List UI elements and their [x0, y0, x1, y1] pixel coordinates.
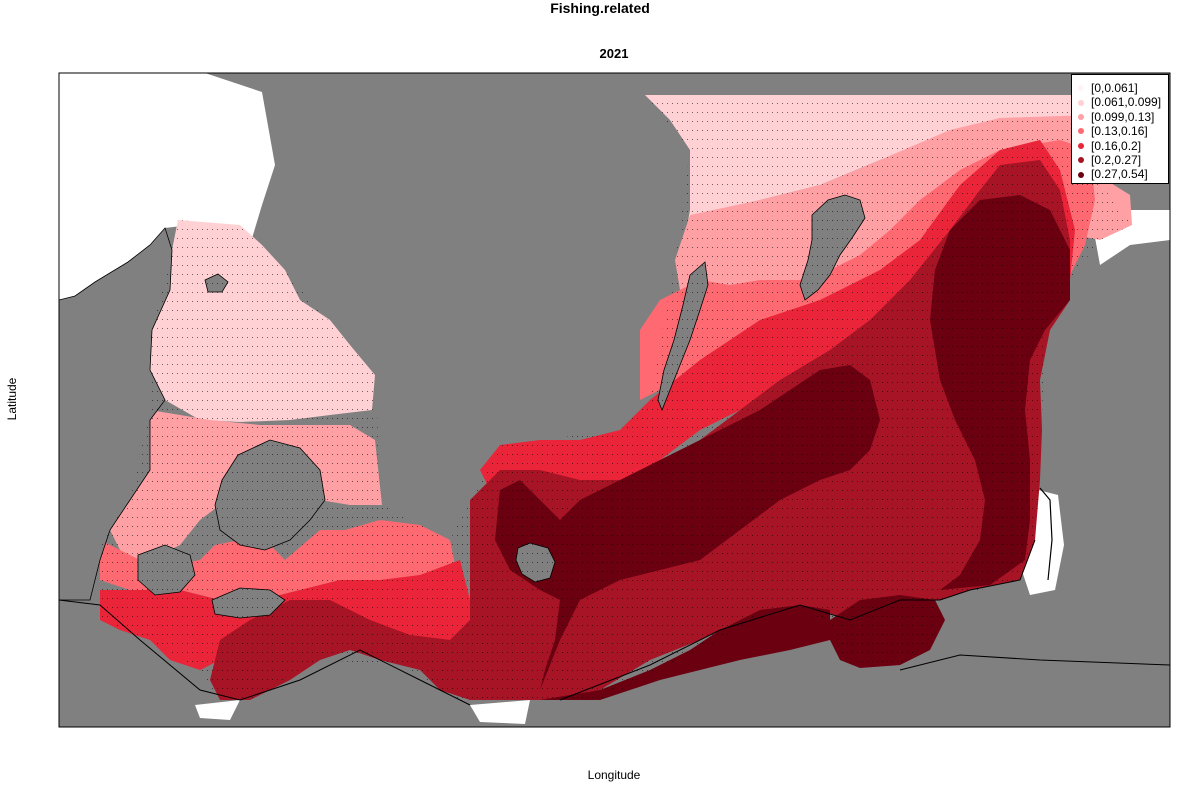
legend: [0,0.061] [0.061,0.099] [0.099,0.13] [0.…: [1071, 74, 1169, 184]
gdansk-bay-water: [1020, 490, 1064, 595]
legend-label: [0.2,0.27]: [1091, 152, 1142, 167]
legend-item: [0.099,0.13]: [1078, 110, 1168, 124]
legend-swatch: [1078, 128, 1084, 135]
legend-label: [0,0.061]: [1091, 81, 1138, 95]
legend-item: [0.061,0.099]: [1078, 95, 1168, 109]
legend-swatch: [1078, 113, 1084, 120]
legend-swatch: [1078, 171, 1084, 178]
legend-item: [0.2,0.27]: [1078, 153, 1168, 167]
legend-item: [0.13,0.16]: [1078, 124, 1168, 138]
legend-swatch: [1078, 99, 1084, 106]
poland-coastline: [559, 539, 1036, 701]
legend-label: [0.13,0.16]: [1091, 124, 1148, 139]
kiel-coast-water: [195, 700, 530, 724]
legend-swatch: [1078, 85, 1084, 92]
legend-label: [0.16,0.2]: [1091, 138, 1142, 153]
border-line: [899, 654, 1170, 671]
legend-swatch: [1078, 157, 1084, 164]
legend-item: [0.27,0.54]: [1078, 167, 1168, 181]
grid-point-overlay: [100, 95, 1132, 705]
legend-label: [0.061,0.099]: [1091, 95, 1162, 110]
legend-label: [0.099,0.13]: [1091, 109, 1155, 124]
legend-item: [0.16,0.2]: [1078, 139, 1168, 153]
legend-item: [0,0.061]: [1078, 81, 1168, 95]
legend-label: [0.27,0.54]: [1091, 167, 1148, 182]
x-axis-label: Longitude: [587, 768, 641, 782]
year-subtitle: 2021: [599, 46, 629, 61]
north-sea-water: [59, 73, 275, 300]
figure-title: Fishing.related: [550, 0, 650, 16]
plot-frame: [58, 72, 1171, 728]
hel-spit: [1039, 487, 1053, 581]
west-coast-line: [59, 599, 471, 706]
legend-swatch: [1078, 142, 1084, 149]
